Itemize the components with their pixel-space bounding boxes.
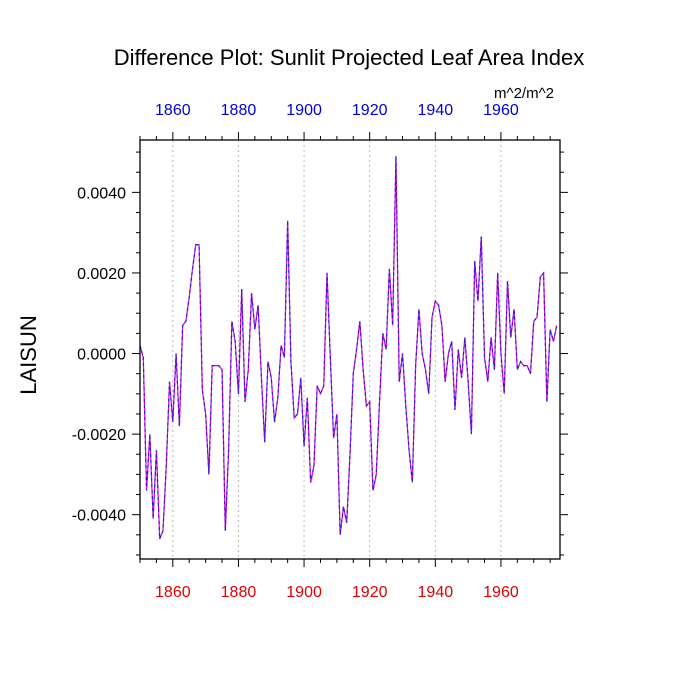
series-layer — [139, 156, 558, 540]
x-tick-label-bottom: 1860 — [155, 584, 191, 601]
x-tick-label-top: 1920 — [352, 102, 388, 119]
chart-title: Difference Plot: Sunlit Projected Leaf A… — [114, 45, 584, 70]
x-tick-label-top: 1960 — [483, 102, 519, 119]
y-tick-label: 0.0020 — [77, 266, 126, 283]
x-tick-label-bottom: 1880 — [221, 584, 257, 601]
tick-labels-layer: 1860 1860 1880 1880 1900 1900 1920 1920 1940 1940… — [72, 102, 519, 601]
x-tick-label-bottom: 1920 — [352, 584, 388, 601]
x-tick-label-bottom: 1940 — [418, 584, 454, 601]
units-label: m^2/m^2 — [494, 85, 554, 102]
x-tick-label-bottom: 1960 — [483, 584, 519, 601]
x-tick-label-bottom: 1900 — [286, 584, 322, 601]
x-tick-label-top: 1860 — [155, 102, 191, 119]
ticks-layer — [132, 132, 568, 567]
x-tick-label-top: 1900 — [286, 102, 322, 119]
series-line-blue — [139, 156, 558, 540]
y-tick-label: 0.0000 — [77, 347, 126, 364]
y-tick-label: -0.0040 — [72, 508, 126, 525]
y-tick-label: -0.0020 — [72, 427, 126, 444]
plot-frame — [139, 139, 561, 560]
x-tick-label-top: 1940 — [418, 102, 454, 119]
y-axis-label: LAISUN — [16, 315, 41, 394]
y-tick-label: 0.0040 — [77, 185, 126, 202]
x-tick-label-top: 1880 — [221, 102, 257, 119]
